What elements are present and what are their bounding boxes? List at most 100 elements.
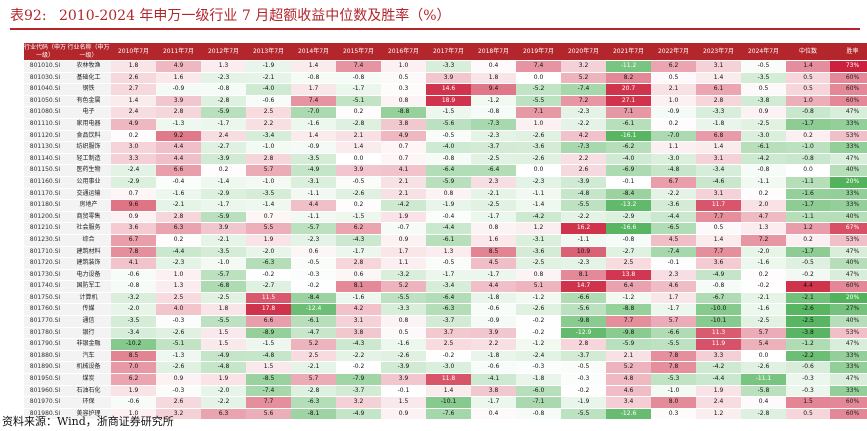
return-cell: 1.7 bbox=[651, 292, 696, 305]
return-cell: 4.4 bbox=[156, 153, 201, 166]
return-cell: -1.6 bbox=[291, 118, 336, 131]
return-cell: -2.4 bbox=[516, 350, 561, 363]
return-cell: 27.1 bbox=[606, 95, 651, 108]
return-cell: 8.5 bbox=[471, 246, 516, 259]
return-cell: -0.1 bbox=[381, 385, 426, 398]
chart-title: 表92: 2010-2024 年申万一级行业 7 月超额收益中位数及胜率（%） bbox=[10, 6, 860, 30]
industry-name-cell: 医药生物 bbox=[66, 164, 111, 177]
return-cell: 1.4 bbox=[111, 95, 156, 108]
win-rate-cell: 33% bbox=[830, 199, 867, 212]
return-cell: -3.7 bbox=[426, 315, 471, 328]
industry-code-cell: 801080.SI bbox=[24, 106, 66, 119]
return-cell: 2.4 bbox=[696, 396, 741, 409]
industry-name-cell: 非银金融 bbox=[66, 338, 111, 351]
return-cell: -3.5 bbox=[111, 315, 156, 328]
table-row: 801720.SI 建筑装饰 4.1 -2.3 -1.0 -6.3 -0.5 2.8 1.1 -0… bbox=[24, 257, 867, 270]
return-cell: -2.6 bbox=[381, 350, 426, 363]
return-cell: 6.7 bbox=[111, 234, 156, 247]
return-cell: -2.2 bbox=[201, 396, 246, 409]
column-header: 行业代码（申万一级） bbox=[24, 43, 66, 61]
return-cell: 13.8 bbox=[606, 269, 651, 282]
return-cell: -4.9 bbox=[201, 350, 246, 363]
return-cell: -1.7 bbox=[471, 396, 516, 409]
industry-name-cell: 建筑装饰 bbox=[66, 257, 111, 270]
return-cell: 2.1 bbox=[381, 176, 426, 189]
return-cell: 2.2 bbox=[471, 338, 516, 351]
return-cell: 2.8 bbox=[336, 257, 381, 270]
return-cell: -5.7 bbox=[201, 269, 246, 282]
return-cell: -4.0 bbox=[246, 83, 291, 96]
source-note: 资料来源：Wind，浙商证券研究所 bbox=[2, 415, 174, 428]
return-cell: 5.2 bbox=[381, 280, 426, 293]
column-header: 中位数 bbox=[786, 43, 830, 61]
win-rate-cell: 40% bbox=[830, 211, 867, 224]
win-rate-cell: 47% bbox=[830, 153, 867, 166]
return-cell: 3.9 bbox=[336, 164, 381, 177]
win-rate-cell: 40% bbox=[830, 257, 867, 270]
industry-name-cell: 有色金属 bbox=[66, 95, 111, 108]
return-cell: -4.3 bbox=[336, 338, 381, 351]
industry-code-cell: 801980.SI bbox=[24, 408, 66, 421]
return-cell: 2.8 bbox=[696, 95, 741, 108]
return-cell: -4.4 bbox=[426, 222, 471, 235]
industry-code-cell: 801740.SI bbox=[24, 280, 66, 293]
return-cell: 1.4 bbox=[696, 234, 741, 247]
industry-code-cell: 801160.SI bbox=[24, 176, 66, 189]
return-cell: -6.9 bbox=[606, 164, 651, 177]
return-cell: -6.8 bbox=[201, 280, 246, 293]
return-cell: -3.7 bbox=[471, 141, 516, 154]
industry-name-cell: 银行 bbox=[66, 327, 111, 340]
industry-code-cell: 801890.SI bbox=[24, 361, 66, 375]
return-cell: -6.5 bbox=[651, 222, 696, 235]
return-cell: 11.3 bbox=[696, 327, 741, 340]
return-cell: 5.7 bbox=[741, 327, 786, 340]
return-cell: 0.0 bbox=[516, 72, 561, 85]
return-cell: 6.2 bbox=[651, 60, 696, 73]
return-cell: -1.9 bbox=[561, 396, 606, 409]
return-cell: 1.0 bbox=[381, 60, 426, 73]
return-cell: 6.6 bbox=[156, 164, 201, 177]
table-row: 801200.SI 商贸零售 0.9 2.8 -5.9 0.7 -1.1 -1.5 1.9 -0.… bbox=[24, 211, 867, 224]
return-cell: 7.1 bbox=[606, 106, 651, 119]
median-cell: -2.5 bbox=[786, 315, 830, 328]
return-cell: -1.6 bbox=[336, 292, 381, 305]
return-cell: -1.4 bbox=[201, 176, 246, 189]
return-cell: -2.7 bbox=[201, 141, 246, 154]
industry-name-cell: 石油石化 bbox=[66, 385, 111, 398]
return-cell: 4.8 bbox=[606, 373, 651, 386]
table-row: 801710.SI 建筑材料 7.8 -4.4 -3.5 -2.0 0.6 -1.7 1.7 1.… bbox=[24, 246, 867, 259]
return-cell: -0.2 bbox=[516, 315, 561, 328]
return-cell: -1.8 bbox=[471, 292, 516, 305]
return-cell: -0.3 bbox=[156, 385, 201, 398]
return-cell: -6.6 bbox=[561, 292, 606, 305]
industry-code-cell: 801200.SI bbox=[24, 211, 66, 224]
median-cell: -1.1 bbox=[786, 211, 830, 224]
return-cell: 16.2 bbox=[561, 222, 606, 235]
win-rate-cell: 47% bbox=[830, 269, 867, 282]
return-cell: 8.1 bbox=[336, 280, 381, 293]
return-cell: 0.5 bbox=[651, 72, 696, 85]
return-cell: -3.1 bbox=[291, 176, 336, 189]
return-cell: 2.1 bbox=[381, 188, 426, 201]
return-cell: 1.4 bbox=[291, 130, 336, 143]
return-cell: -4.0 bbox=[606, 153, 651, 166]
return-cell: -2.5 bbox=[471, 199, 516, 212]
return-cell: 1.8 bbox=[471, 72, 516, 85]
return-cell: 1.9 bbox=[246, 234, 291, 247]
win-rate-cell: 60% bbox=[830, 72, 867, 85]
median-cell: 0.2 bbox=[786, 130, 830, 143]
return-cell: -0.8 bbox=[336, 72, 381, 85]
return-cell: -0.8 bbox=[606, 234, 651, 247]
table-row: 801790.SI 非银金融 -10.2 -5.1 1.5 -1.5 5.2 -4.3 -1.6… bbox=[24, 338, 867, 351]
return-cell: -3.0 bbox=[426, 361, 471, 375]
median-cell: 0.5 bbox=[786, 72, 830, 85]
return-cell: -3.9 bbox=[381, 361, 426, 375]
win-rate-cell: 67% bbox=[830, 222, 867, 235]
return-cell: 0.2 bbox=[336, 199, 381, 212]
return-cell: 1.3 bbox=[156, 280, 201, 293]
return-cell: 1.5 bbox=[246, 361, 291, 375]
return-cell: -8.8 bbox=[606, 303, 651, 317]
return-cell: -1.7 bbox=[336, 83, 381, 96]
return-cell: -1.0 bbox=[246, 141, 291, 154]
column-header: 2013年7月 bbox=[246, 43, 291, 61]
